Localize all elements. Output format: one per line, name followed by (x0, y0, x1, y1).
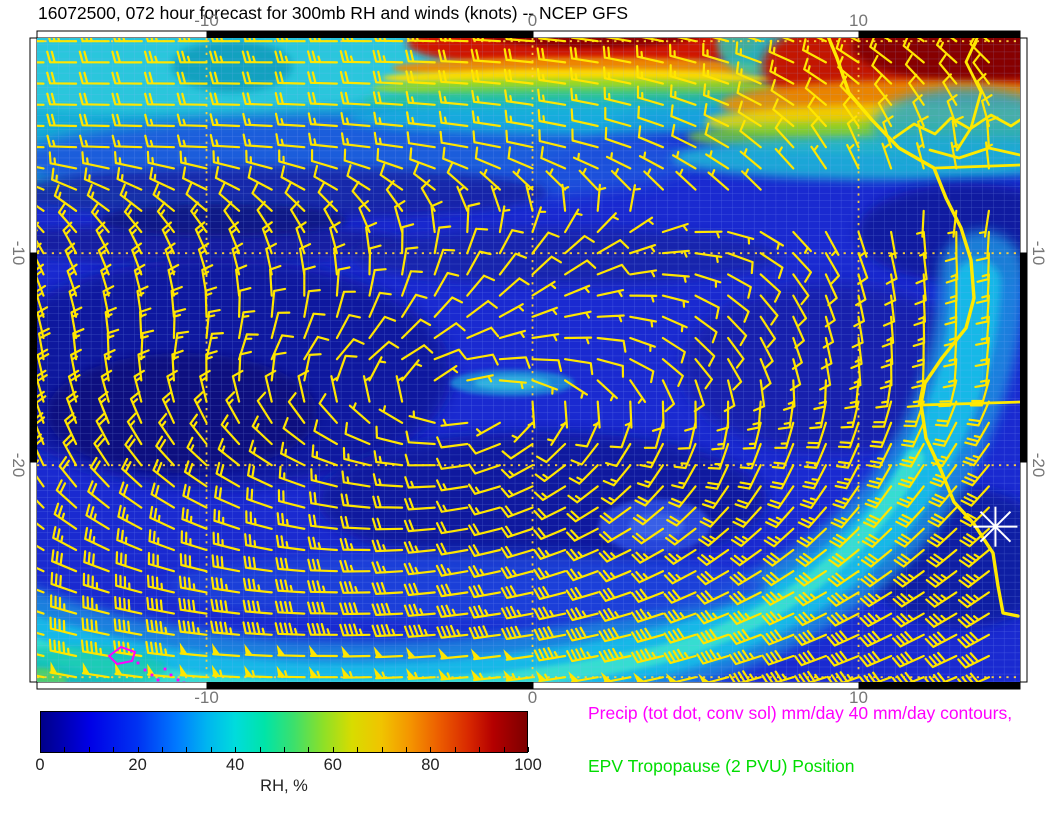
colorbar-gradient (40, 711, 528, 753)
colorbar-minor-tick (503, 747, 505, 752)
legend-precip-text: Precip (tot dot, conv sol) mm/day 40 mm/… (588, 703, 1013, 723)
colorbar-minor-tick (137, 747, 139, 752)
legend-epv-text: EPV Tropopause (2 PVU) Position (588, 756, 855, 776)
colorbar-minor-tick (357, 747, 359, 752)
colorbar-minor-tick (284, 747, 285, 752)
colorbar-minor-tick (40, 747, 41, 752)
colorbar-minor-tick (88, 747, 90, 752)
y-tick-right: -10 (1029, 240, 1048, 266)
colorbar-label: RH, % (260, 777, 308, 795)
colorbar-minor-tick (332, 747, 334, 752)
colorbar-minor-tick (308, 747, 310, 752)
colorbar-tick: 40 (226, 756, 245, 774)
colorbar-tick: 60 (323, 756, 342, 774)
colorbar-minor-tick (528, 747, 529, 752)
y-tick-left: -20 (9, 452, 28, 478)
y-tick-left: -10 (9, 240, 28, 266)
figure-title: 16072500, 072 hour forecast for 300mb RH… (38, 3, 629, 23)
colorbar-tick: 20 (128, 756, 147, 774)
x-tick-top: 0 (527, 11, 538, 30)
colorbar-minor-tick (113, 747, 115, 752)
colorbar-minor-tick (235, 747, 237, 752)
x-tick-top: -10 (194, 11, 219, 30)
colorbar-minor-tick (381, 747, 383, 752)
map-panel (29, 30, 1028, 690)
x-tick-top: 10 (849, 11, 868, 30)
map-canvas (37, 38, 1020, 682)
x-tick-bottom: -10 (194, 688, 219, 707)
colorbar-minor-tick (210, 747, 212, 752)
colorbar-minor-tick (430, 747, 432, 752)
colorbar-minor-tick (186, 747, 188, 752)
colorbar-minor-tick (64, 747, 66, 752)
colorbar-minor-tick (162, 747, 163, 752)
colorbar-minor-tick (454, 747, 456, 752)
x-tick-bottom: 0 (527, 688, 538, 707)
colorbar-tick: 0 (35, 756, 45, 774)
y-tick-right: -20 (1029, 452, 1048, 478)
colorbar-minor-tick (479, 747, 481, 752)
x-tick-bottom: 10 (849, 688, 868, 707)
map-frame (29, 30, 1028, 690)
colorbar-minor-tick (259, 747, 261, 752)
colorbar-tick: 100 (514, 756, 542, 774)
colorbar-minor-tick (406, 747, 407, 752)
colorbar-tick: 80 (421, 756, 440, 774)
